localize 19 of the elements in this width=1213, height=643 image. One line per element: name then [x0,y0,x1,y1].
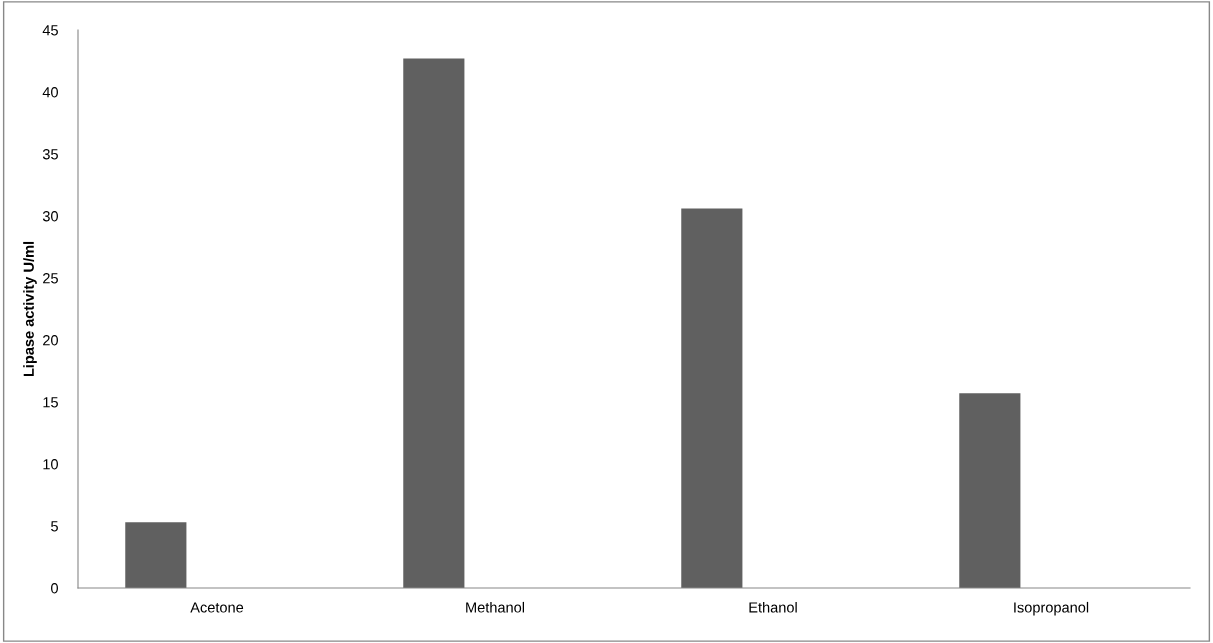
y-tick-label: 25 [43,273,58,284]
bar [403,58,465,588]
bar [125,522,187,588]
y-tick-label: 15 [43,397,58,408]
x-tick-label: Ethanol [749,601,797,613]
x-tick-label: Methanol [466,601,525,613]
x-tick-label: Isopropanol [1014,601,1089,616]
y-tick-label: 45 [42,25,58,36]
y-tick-label: 20 [43,335,58,346]
y-tick-label: 10 [43,459,58,470]
x-tick-label: Acetone [190,602,244,613]
y-tick-label: 35 [42,149,58,160]
y-tick-label: 0 [51,583,58,594]
y-tick-label: 40 [42,87,58,98]
y-axis-title: Lipase activity U/ml [23,241,37,377]
y-tick-label: 5 [51,521,58,532]
bar [959,393,1021,588]
y-tick-label: 30 [42,211,58,222]
bar [681,208,743,588]
